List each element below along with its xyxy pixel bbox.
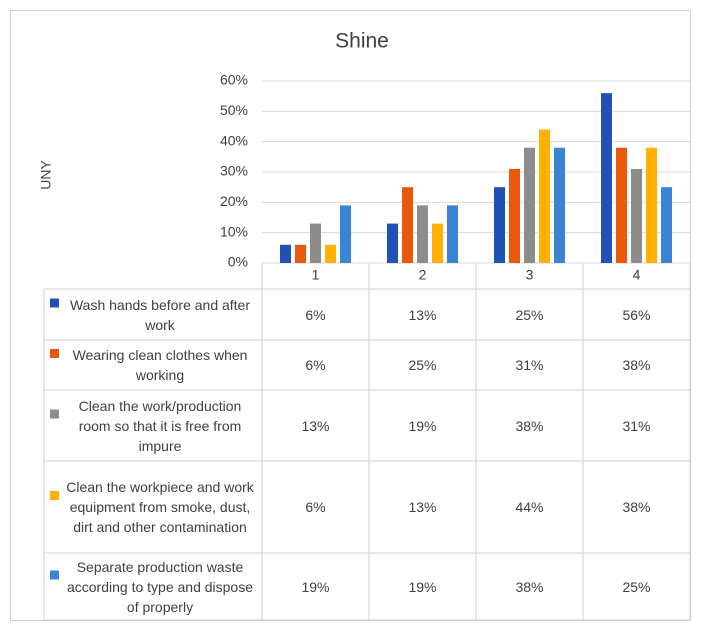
y-tick-label: 10% — [220, 223, 248, 239]
bar — [539, 129, 550, 263]
bar — [447, 205, 458, 263]
table-value-box: 38% — [622, 357, 651, 373]
y-tick-label: 0% — [228, 254, 248, 270]
table-value-box: 38% — [622, 499, 651, 515]
y-tick-label: 60% — [220, 72, 248, 88]
bar — [295, 244, 306, 263]
table-value-box: 6% — [305, 357, 326, 373]
table-value: 19% — [408, 417, 437, 434]
y-tick-label: 50% — [220, 102, 248, 118]
table-value-box: 6% — [305, 306, 326, 323]
table-value: 13% — [408, 499, 437, 515]
y-tick-label: 30% — [220, 163, 248, 179]
bar — [524, 147, 535, 263]
table-value-box: 38% — [515, 417, 544, 434]
table-value: 19% — [301, 578, 330, 595]
table-value: 38% — [515, 578, 544, 595]
legend-label: Wearing clean clothes when working — [72, 347, 248, 383]
table-value: 25% — [622, 578, 651, 595]
table-value: 6% — [305, 357, 326, 373]
bar — [646, 147, 657, 263]
legend-swatch — [50, 298, 59, 308]
table-value-box: 25% — [408, 357, 437, 373]
legend-label: Clean the work/production room so that i… — [78, 397, 242, 454]
table-value: 31% — [515, 357, 544, 373]
x-tick-label: 1 — [312, 267, 320, 283]
bar — [325, 244, 336, 263]
table-value: 56% — [622, 306, 651, 323]
bar — [340, 205, 351, 263]
table-value: 19% — [408, 578, 437, 595]
table-value: 25% — [408, 357, 437, 373]
table-value-box: 25% — [515, 306, 544, 323]
chart-title: Shine — [335, 30, 389, 53]
table-value-box: 38% — [515, 578, 544, 595]
legend-swatch — [50, 409, 59, 419]
legend-label: Wash hands before and after work — [69, 296, 251, 333]
table-value: 38% — [622, 357, 651, 373]
bar — [631, 168, 642, 263]
bar — [601, 93, 612, 263]
bar — [310, 223, 321, 263]
table-value: 31% — [622, 417, 651, 434]
table-value-box: 19% — [408, 578, 437, 595]
bar — [387, 223, 398, 263]
table-value-box: 13% — [301, 417, 330, 434]
bar — [280, 244, 291, 263]
bar — [554, 147, 565, 263]
legend-swatch — [50, 349, 59, 358]
table-value: 44% — [515, 499, 544, 515]
legend-swatch — [50, 570, 59, 580]
table-value-box: 31% — [622, 417, 651, 434]
legend-swatch — [50, 491, 59, 500]
table-value: 13% — [408, 306, 437, 323]
y-tick-label: 20% — [220, 193, 248, 209]
x-tick-label: 3 — [526, 267, 534, 283]
bar — [509, 168, 520, 263]
table-value-box: 25% — [622, 578, 651, 595]
table-value-box: 31% — [515, 357, 544, 373]
table-value: 6% — [305, 499, 326, 515]
bar — [616, 147, 627, 263]
y-tick-label: 40% — [220, 132, 248, 148]
table-value-box: 13% — [408, 306, 437, 323]
table-value: 6% — [305, 306, 326, 323]
table-value: 13% — [301, 417, 330, 434]
table-value-box: 56% — [622, 306, 651, 323]
table-value: 38% — [515, 417, 544, 434]
bar — [402, 187, 413, 263]
legend-label-box: Wearing clean clothes when working — [72, 347, 248, 383]
bar — [661, 187, 672, 263]
legend-label-box: Separate production waste according to t… — [66, 558, 253, 615]
legend-label: Separate production waste according to t… — [66, 558, 253, 615]
bar — [494, 187, 505, 263]
legend-label-box: Wash hands before and after work — [69, 296, 251, 333]
x-tick-label: 2 — [419, 267, 427, 283]
bar — [417, 205, 428, 263]
table-value: 25% — [515, 306, 544, 323]
legend-label: Clean the workpiece and work equipment f… — [66, 479, 254, 535]
legend-label-box: Clean the workpiece and work equipment f… — [66, 479, 254, 535]
table-value-box: 44% — [515, 499, 544, 515]
chart-frame — [10, 10, 691, 621]
table-value-box: 19% — [408, 417, 437, 434]
y-axis-label: UNY — [38, 160, 54, 190]
x-tick-label: 4 — [633, 267, 641, 283]
table-value-box: 6% — [305, 499, 326, 515]
table-value: 38% — [622, 499, 651, 515]
table-value-box: 19% — [301, 578, 330, 595]
legend-label-box: Clean the work/production room so that i… — [78, 397, 242, 454]
bar — [432, 223, 443, 263]
table-value-box: 13% — [408, 499, 437, 515]
